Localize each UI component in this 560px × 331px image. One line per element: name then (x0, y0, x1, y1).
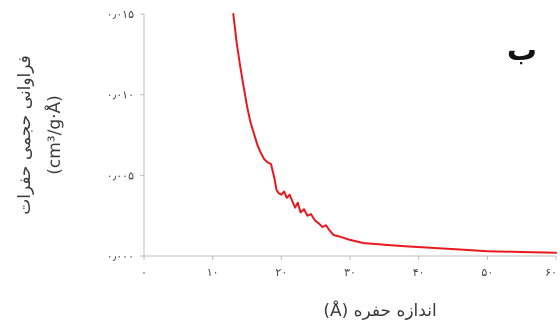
y-tick-label: ۰٫۰۱۰ (107, 89, 134, 102)
x-tick-label: ۳۰ (344, 266, 356, 279)
x-tick-label: ۱۰ (207, 266, 219, 279)
x-tick-label: ۵۰ (481, 266, 493, 279)
x-tick-label: ۴۰ (413, 266, 425, 279)
y-tick-label: ۰٫۰۰۵ (107, 169, 134, 182)
series-line (232, 13, 557, 254)
x-tick-label: ۲۰ (275, 266, 287, 279)
x-tick-label: ۶۰ (545, 266, 557, 279)
y-axis-title-line2: (cm³/g·Å) (43, 95, 65, 175)
tick-labels: ۰ ۱۰ ۲۰ ۳۰ ۴۰ ۵۰ ۶۰ ۰٫۰۰۰ ۰٫۰۰۵ ۰٫۰۱۰ ۰٫۰۱۵ (107, 8, 557, 279)
y-axis-title: فراوانی حجمی حفرات (cm³/g·Å) (15, 55, 65, 215)
x-axis-title: اندازه حفره (Å) (323, 299, 436, 321)
panel-label: ب (507, 33, 537, 68)
y-axis-title-line1: فراوانی حجمی حفرات (15, 55, 35, 215)
y-tick-label: ۰٫۰۰۰ (107, 250, 134, 263)
axes (143, 14, 556, 257)
x-tick-label: ۰ (141, 266, 147, 279)
y-tick-label: ۰٫۰۱۵ (107, 8, 134, 21)
